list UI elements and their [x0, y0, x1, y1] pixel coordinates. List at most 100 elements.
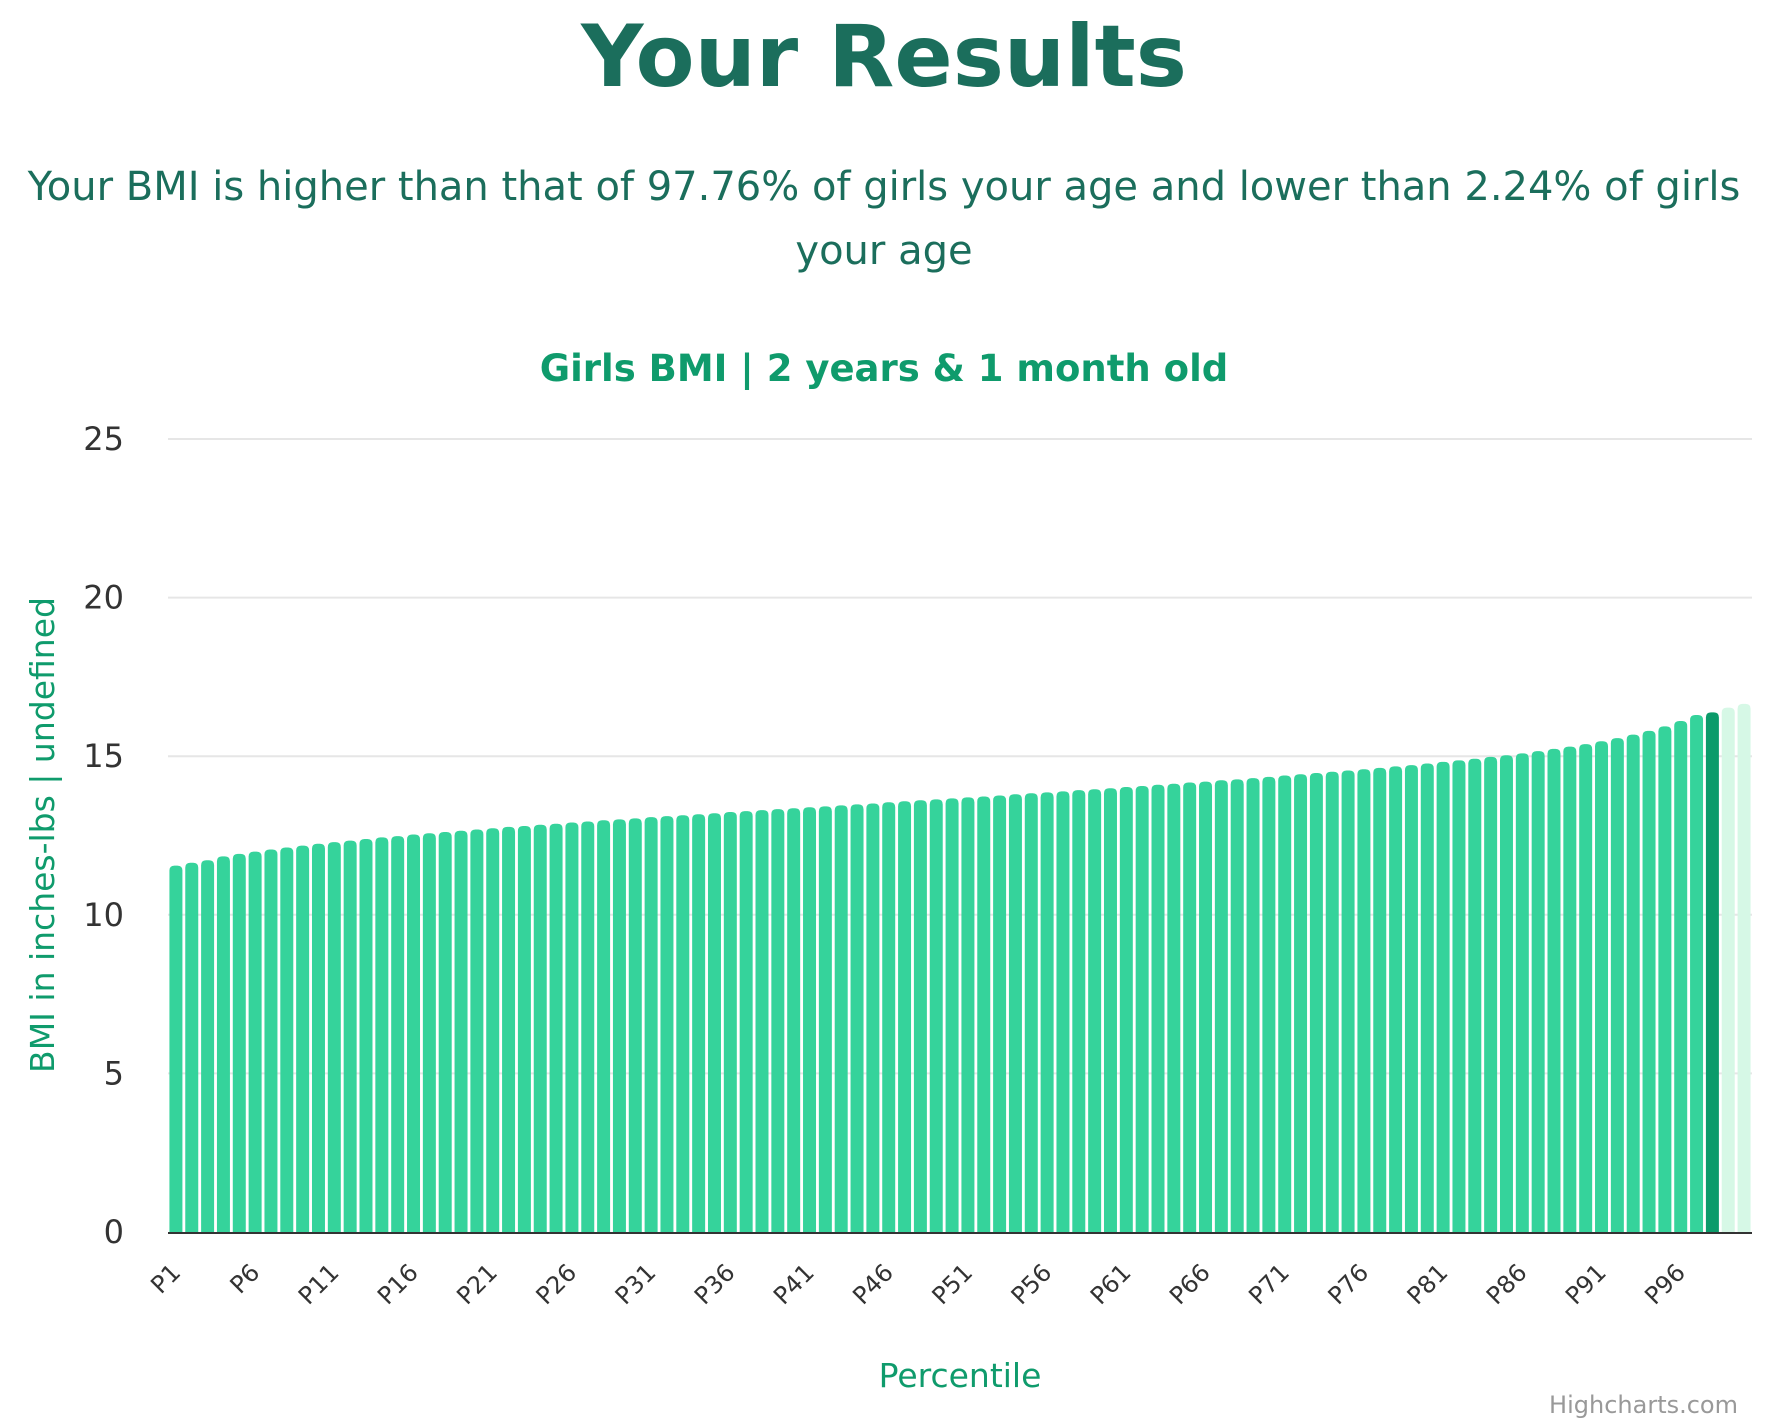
bar[interactable] — [1658, 726, 1672, 1232]
bar-highlighted-user[interactable] — [1705, 712, 1719, 1232]
bar[interactable] — [232, 853, 246, 1232]
bar[interactable] — [898, 801, 912, 1232]
bar[interactable] — [549, 823, 563, 1232]
bar[interactable] — [1547, 748, 1561, 1232]
bar[interactable] — [597, 820, 611, 1232]
bar[interactable] — [834, 805, 848, 1232]
highcharts-credits-link[interactable]: Highcharts.com — [1549, 1391, 1738, 1419]
bar[interactable] — [248, 851, 262, 1232]
bar[interactable] — [454, 830, 468, 1232]
bar[interactable] — [723, 812, 737, 1232]
bar[interactable] — [407, 834, 421, 1232]
bar[interactable] — [343, 840, 357, 1232]
bar[interactable] — [1214, 780, 1228, 1232]
bar[interactable] — [1436, 761, 1450, 1232]
bar[interactable] — [1325, 771, 1339, 1232]
bar[interactable] — [533, 824, 547, 1232]
bar[interactable] — [1024, 793, 1038, 1232]
bar[interactable] — [1008, 794, 1022, 1232]
bar[interactable] — [1404, 765, 1418, 1232]
bar[interactable] — [185, 862, 199, 1232]
bar[interactable] — [517, 825, 531, 1232]
bar[interactable] — [1040, 792, 1054, 1232]
bar[interactable] — [1737, 703, 1751, 1232]
bar[interactable] — [1515, 753, 1529, 1232]
bar[interactable] — [850, 804, 864, 1232]
bar[interactable] — [391, 836, 405, 1232]
bar[interactable] — [1135, 786, 1149, 1232]
bar[interactable] — [1199, 781, 1213, 1232]
bar[interactable] — [929, 799, 943, 1232]
bar[interactable] — [707, 813, 721, 1232]
bar[interactable] — [1357, 769, 1371, 1232]
bar[interactable] — [1056, 791, 1070, 1232]
bar[interactable] — [201, 860, 215, 1232]
bar[interactable] — [1674, 720, 1688, 1232]
bar[interactable] — [1721, 707, 1735, 1232]
bar[interactable] — [1452, 760, 1466, 1232]
bar[interactable] — [961, 797, 975, 1232]
bar[interactable] — [1468, 758, 1482, 1232]
bar[interactable] — [866, 803, 880, 1232]
bar[interactable] — [692, 814, 706, 1232]
bar[interactable] — [660, 816, 674, 1232]
bar[interactable] — [1230, 779, 1244, 1232]
bar[interactable] — [486, 828, 500, 1232]
bar[interactable] — [1626, 734, 1640, 1232]
bar[interactable] — [803, 807, 817, 1232]
bar[interactable] — [1690, 714, 1704, 1232]
bar[interactable] — [612, 819, 626, 1232]
bar[interactable] — [359, 838, 373, 1232]
bar[interactable] — [581, 821, 595, 1232]
bar[interactable] — [1103, 788, 1117, 1232]
bar[interactable] — [1119, 786, 1133, 1232]
bar[interactable] — [264, 849, 278, 1232]
bar[interactable] — [327, 842, 341, 1232]
bar[interactable] — [1531, 751, 1545, 1232]
bar[interactable] — [422, 833, 436, 1232]
bar[interactable] — [739, 811, 753, 1232]
bar[interactable] — [1309, 773, 1323, 1232]
bar[interactable] — [1246, 778, 1260, 1232]
bar[interactable] — [1420, 763, 1434, 1232]
bar[interactable] — [755, 810, 769, 1232]
bar[interactable] — [1610, 738, 1624, 1232]
bar[interactable] — [1278, 775, 1292, 1232]
bar[interactable] — [628, 818, 642, 1232]
bar[interactable] — [1642, 730, 1656, 1232]
bar[interactable] — [676, 815, 690, 1232]
bar[interactable] — [1167, 783, 1181, 1232]
bar[interactable] — [882, 802, 896, 1232]
bar[interactable] — [1262, 776, 1276, 1232]
bar[interactable] — [1088, 789, 1102, 1232]
bar[interactable] — [818, 806, 832, 1232]
bar[interactable] — [1595, 741, 1609, 1232]
bar[interactable] — [1373, 767, 1387, 1232]
bar[interactable] — [913, 800, 927, 1232]
bar[interactable] — [787, 808, 801, 1232]
bar[interactable] — [1183, 782, 1197, 1232]
bar[interactable] — [565, 822, 579, 1232]
bar[interactable] — [977, 796, 991, 1232]
bar[interactable] — [502, 826, 516, 1232]
bar[interactable] — [280, 847, 294, 1232]
bar[interactable] — [771, 809, 785, 1232]
bar[interactable] — [470, 829, 484, 1232]
bar[interactable] — [1151, 784, 1165, 1232]
bar[interactable] — [375, 837, 389, 1232]
bar[interactable] — [296, 845, 310, 1232]
bar[interactable] — [216, 856, 230, 1232]
bar[interactable] — [1579, 744, 1593, 1232]
bar[interactable] — [945, 798, 959, 1232]
bar[interactable] — [1499, 755, 1513, 1232]
bar[interactable] — [1484, 756, 1498, 1232]
bar[interactable] — [1341, 770, 1355, 1232]
bar[interactable] — [644, 817, 658, 1232]
bar[interactable] — [169, 865, 183, 1232]
bar[interactable] — [1389, 766, 1403, 1232]
bar[interactable] — [311, 843, 325, 1232]
bar[interactable] — [993, 795, 1007, 1232]
bar[interactable] — [1563, 746, 1577, 1232]
bar[interactable] — [1294, 774, 1308, 1232]
bar[interactable] — [1072, 790, 1086, 1232]
